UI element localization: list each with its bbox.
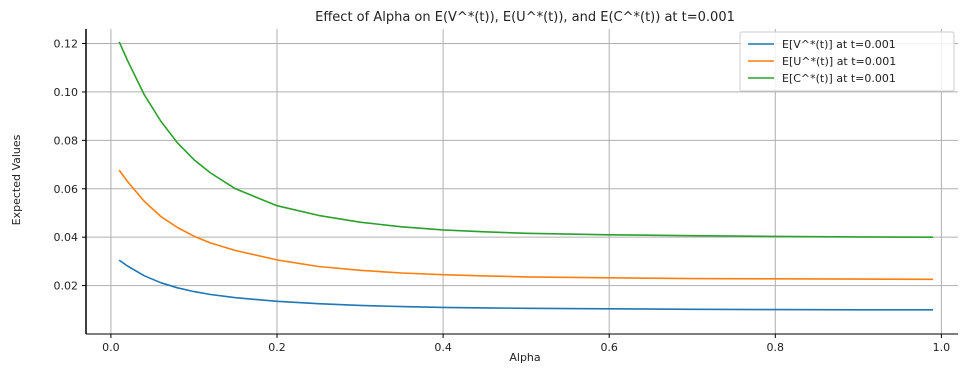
series-line-1 [118,259,934,311]
x-tick-label: 0.4 [434,341,452,354]
series-line-2 [118,169,934,281]
chart-title: Effect of Alpha on E(V^*(t)), E(U^*(t)),… [315,10,735,25]
legend-box [739,31,955,92]
y-tick-label: 0.02 [54,280,79,293]
axes [82,29,958,338]
legend: E[V^*(t)] at t=0.001 E[U^*(t)] at t=0.001… [739,31,955,92]
y-tick-label: 0.10 [54,86,79,99]
y-tick-label: 0.06 [54,183,79,196]
x-tick-label: 0.8 [767,341,785,354]
x-tick-label: 0.0 [102,341,120,354]
legend-label-3: E[C^*(t)] at t=0.001 [782,72,896,85]
series-line-3 [118,41,934,238]
x-tick-label: 1.0 [933,341,951,354]
legend-label-1: E[V^*(t)] at t=0.001 [782,38,896,51]
series-lines [118,41,934,311]
tick-labels: 0.0 0.2 0.4 0.6 0.8 1.0 0.02 0.04 0.06 0.08 0.10 0.… [54,38,951,354]
y-tick-label: 0.04 [54,231,79,244]
legend-label-2: E[U^*(t)] at t=0.001 [782,55,896,68]
y-tick-label: 0.12 [54,38,79,51]
y-axis-title: Expected Values [10,134,23,225]
x-tick-label: 0.2 [268,341,286,354]
x-axis-title: Alpha [509,351,540,364]
x-tick-label: 0.6 [600,341,618,354]
y-tick-label: 0.08 [54,134,79,147]
